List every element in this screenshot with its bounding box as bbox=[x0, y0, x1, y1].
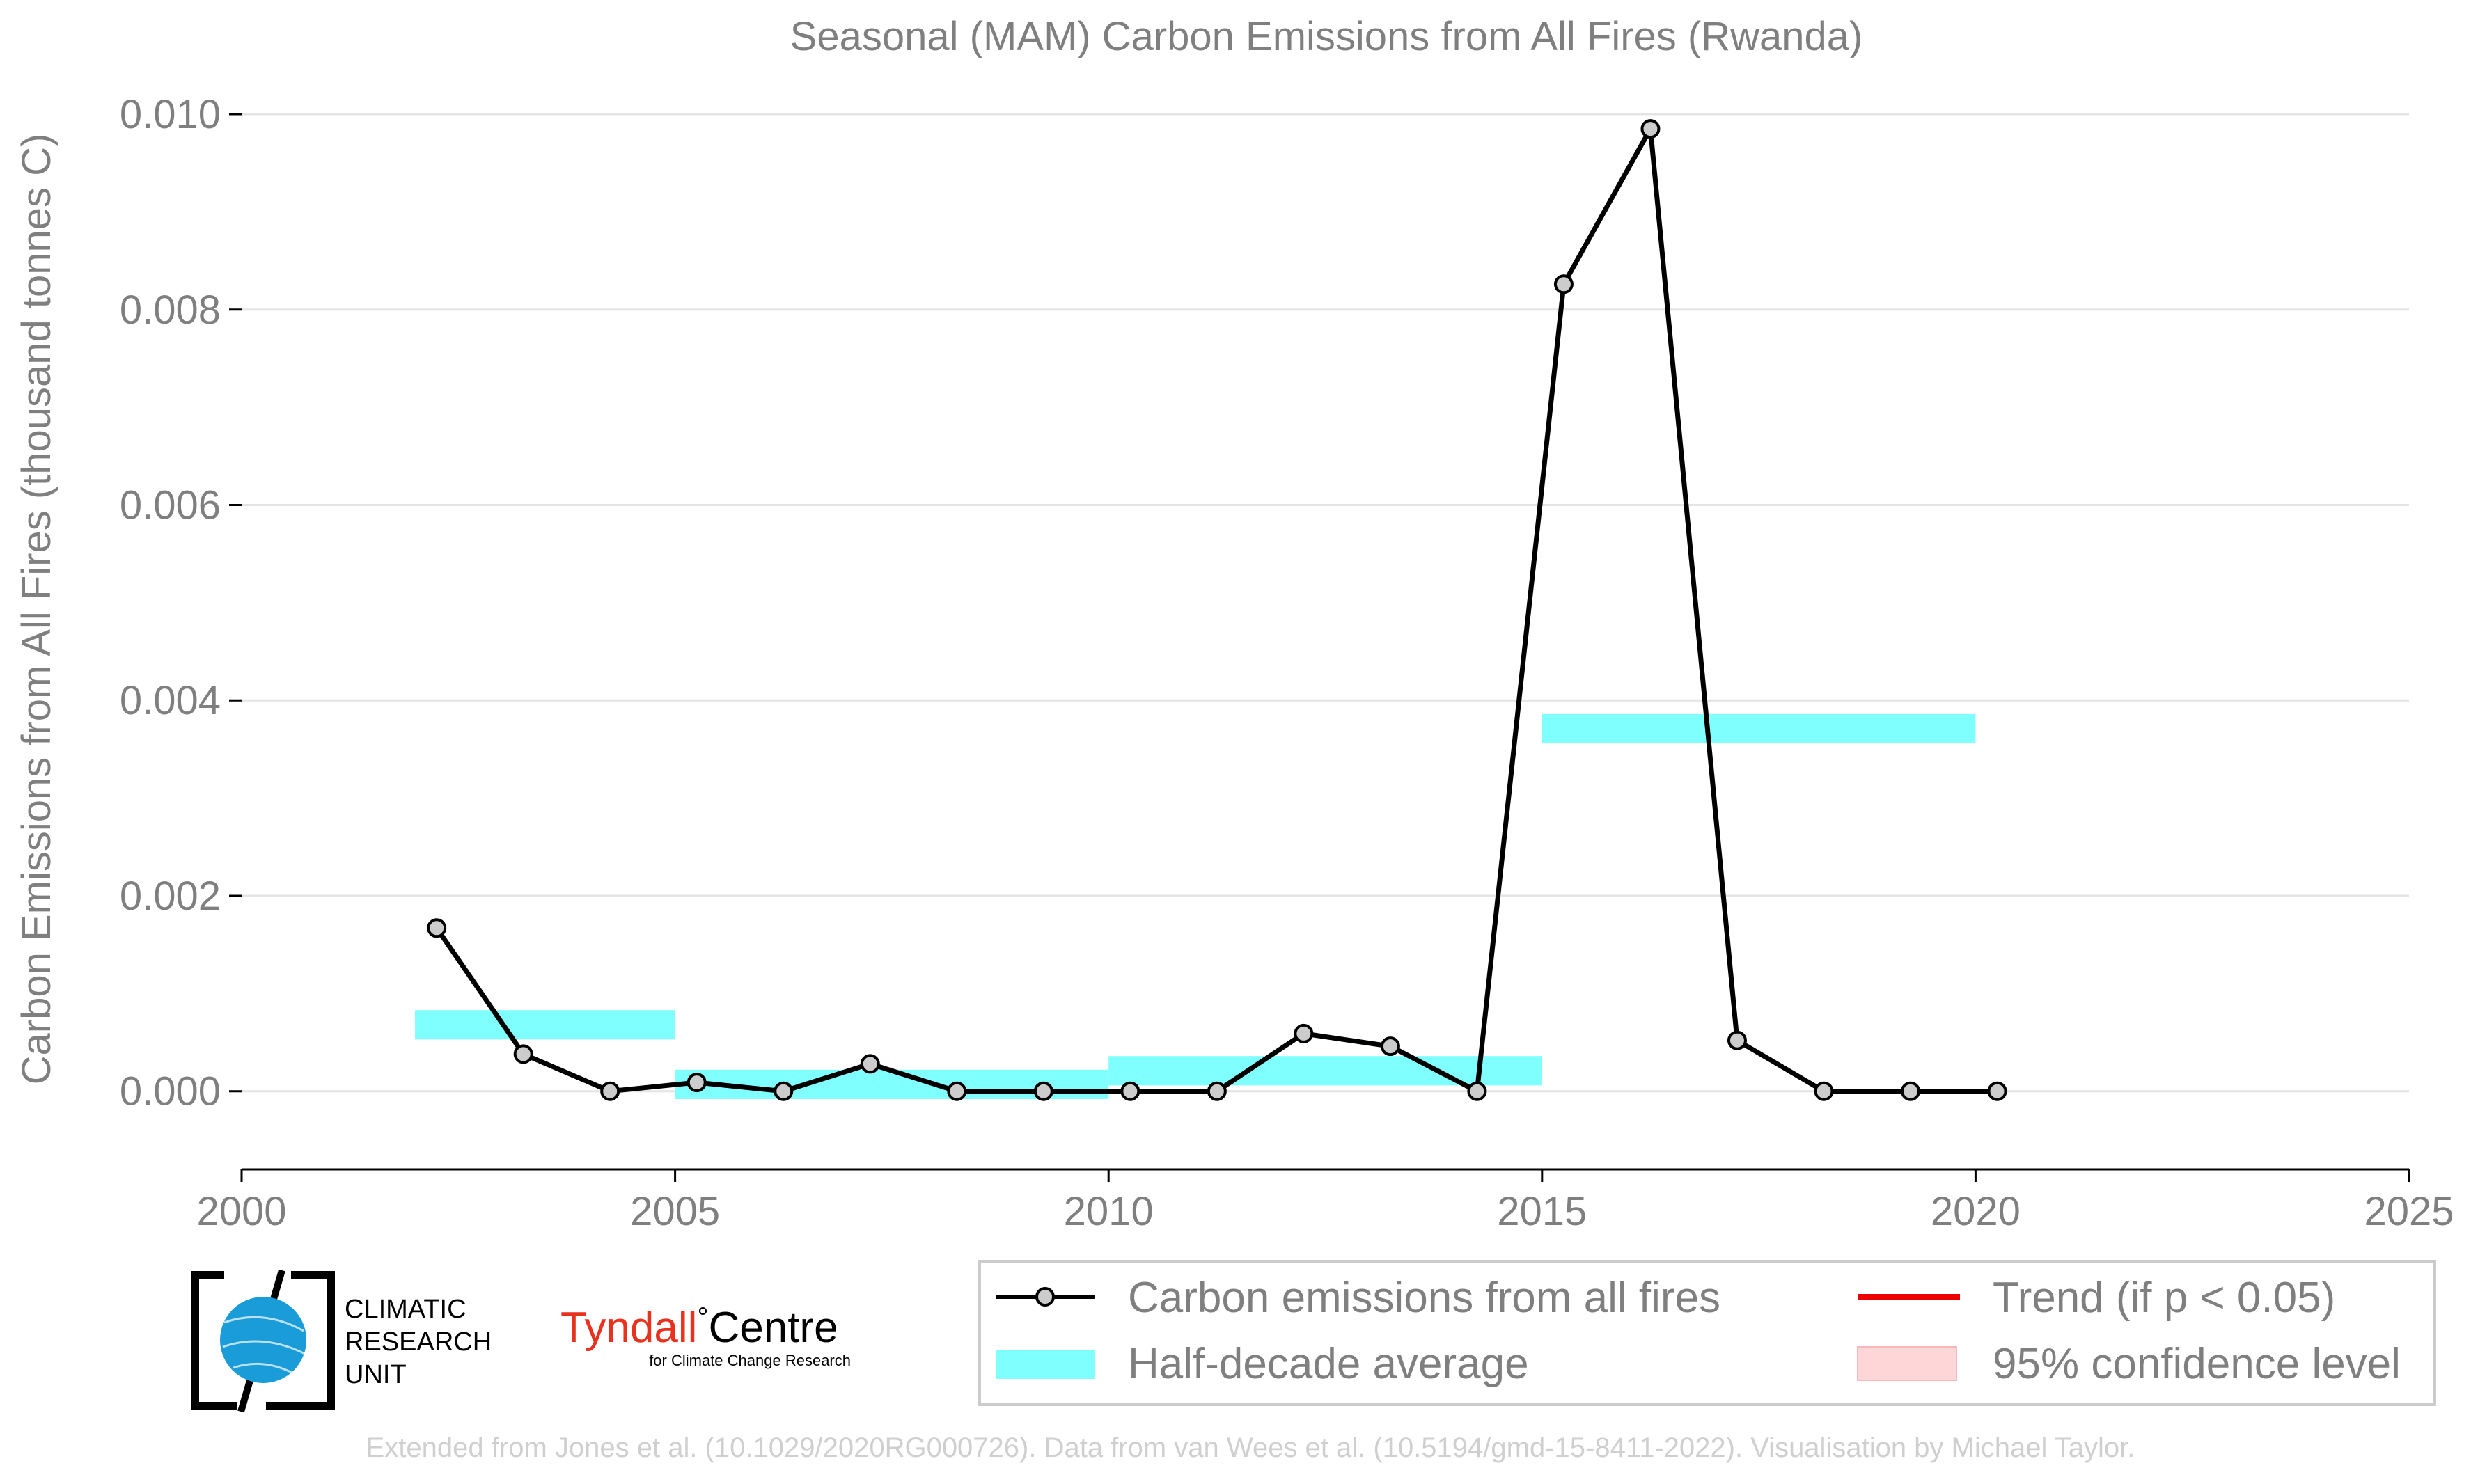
legend-label-emissions: Carbon emissions from all fires bbox=[1128, 1274, 1720, 1322]
emissions-point bbox=[1294, 1023, 1314, 1043]
x-tick-label: 2025 bbox=[2364, 1189, 2454, 1234]
legend: Carbon emissions from all fires Half-dec… bbox=[978, 1260, 2436, 1406]
emissions-point bbox=[1380, 1036, 1400, 1057]
y-tick-label: 0.002 bbox=[120, 874, 221, 919]
x-tick-label: 2020 bbox=[1931, 1189, 2021, 1234]
tyndall-centre-word: Centre bbox=[708, 1304, 838, 1352]
y-tick-label: 0.008 bbox=[120, 287, 221, 333]
cru-frame-left bbox=[191, 1271, 237, 1410]
half-decade-average-bar bbox=[415, 1010, 675, 1040]
chart-title: Seasonal (MAM) Carbon Emissions from All… bbox=[790, 14, 1863, 59]
emissions-point bbox=[1814, 1081, 1834, 1101]
half-decade-average-bar bbox=[1542, 713, 1976, 743]
legend-label-trend: Trend (if p < 0.05) bbox=[1993, 1274, 2335, 1322]
emissions-series bbox=[427, 119, 2007, 1101]
tyndall-wordmark: Tyndall°Centre bbox=[560, 1302, 838, 1352]
emissions-point bbox=[860, 1054, 880, 1074]
cru-text-line-2: RESEARCH bbox=[345, 1327, 492, 1357]
half-decade-average-bar bbox=[1108, 1056, 1542, 1086]
tyndall-word: Tyndall bbox=[560, 1304, 697, 1352]
emissions-point bbox=[1727, 1030, 1747, 1050]
tyndall-degree: ° bbox=[697, 1302, 708, 1333]
emissions-point bbox=[947, 1081, 967, 1101]
emissions-point bbox=[513, 1044, 533, 1064]
y-tick-label: 0.000 bbox=[120, 1069, 221, 1114]
x-tick-label: 2000 bbox=[196, 1189, 286, 1234]
y-tick-label: 0.010 bbox=[120, 92, 221, 137]
legend-ci-swatch bbox=[1857, 1346, 1957, 1381]
axes: 0.000 0.002 0.004 0.006 0.008 0.010 2000 2005 20… bbox=[120, 92, 2454, 1234]
cru-frame-right bbox=[266, 1271, 335, 1410]
cru-text-line-3: UNIT bbox=[345, 1360, 407, 1389]
emissions-point bbox=[1033, 1081, 1053, 1101]
y-tick-label: 0.004 bbox=[120, 678, 221, 723]
emissions-point bbox=[1901, 1081, 1921, 1101]
emissions-point bbox=[1467, 1081, 1487, 1101]
emissions-point bbox=[1120, 1081, 1140, 1101]
y-axis-label: Carbon Emissions from All Fires (thousan… bbox=[14, 134, 59, 1085]
x-tick-label: 2005 bbox=[630, 1189, 720, 1234]
legend-label-ci: 95% confidence level bbox=[1993, 1340, 2401, 1388]
emissions-point bbox=[774, 1081, 794, 1101]
emissions-point bbox=[427, 918, 447, 938]
emissions-point bbox=[600, 1081, 620, 1101]
globe-contour-lines bbox=[222, 1316, 306, 1376]
half-decade-average-bars bbox=[415, 713, 1976, 1099]
emissions-point bbox=[1553, 274, 1574, 294]
legend-label-average: Half-decade average bbox=[1128, 1340, 1529, 1388]
cru-logo: CLIMATIC RESEARCH UNIT bbox=[191, 1269, 492, 1413]
emissions-point bbox=[1640, 119, 1661, 139]
legend-marker-swatch bbox=[1035, 1287, 1055, 1307]
emissions-point bbox=[687, 1073, 707, 1093]
tyndall-subtitle: for Climate Change Research bbox=[649, 1352, 851, 1369]
legend-box bbox=[978, 1260, 2436, 1406]
tyndall-logo: Tyndall°Centre for Climate Change Resear… bbox=[560, 1302, 851, 1369]
x-tick-label: 2010 bbox=[1064, 1189, 1154, 1234]
cru-text-line-1: CLIMATIC bbox=[345, 1295, 466, 1324]
emissions-line bbox=[434, 126, 1998, 1094]
grid-lines bbox=[242, 113, 2409, 1093]
credit-text: Extended from Jones et al. (10.1029/2020… bbox=[366, 1432, 2135, 1463]
y-tick-label: 0.006 bbox=[120, 483, 221, 528]
emissions-point bbox=[1987, 1081, 2007, 1101]
x-tick-label: 2015 bbox=[1497, 1189, 1587, 1234]
legend-avg-swatch bbox=[996, 1350, 1095, 1379]
emissions-point bbox=[1207, 1081, 1227, 1101]
globe-icon bbox=[220, 1297, 306, 1383]
